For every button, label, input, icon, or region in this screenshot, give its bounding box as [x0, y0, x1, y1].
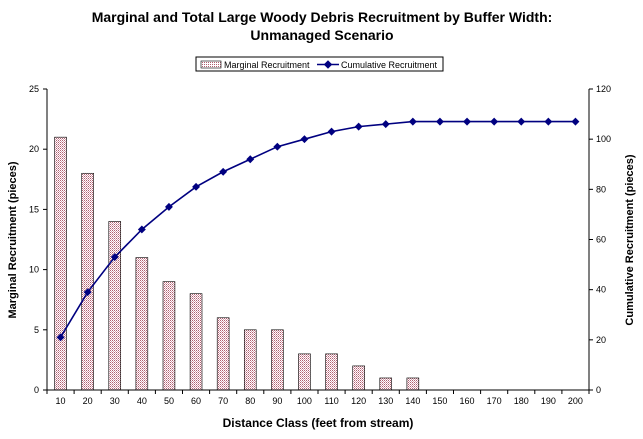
cumulative-line	[59, 120, 576, 338]
bar	[108, 221, 122, 391]
cumulative-point	[192, 182, 201, 191]
bar	[162, 281, 176, 391]
y-tick-label: 25	[29, 84, 39, 94]
bar	[379, 377, 393, 391]
x-tick-label: 120	[351, 396, 366, 406]
y2-tick-label: 0	[596, 385, 601, 395]
x-tick-label: 160	[460, 396, 475, 406]
bar	[325, 353, 338, 391]
cumulative-point	[490, 117, 499, 126]
legend-swatch-cumulative-marker	[323, 60, 333, 69]
plot-area: 0 5 10 15 20 25 0 20 40 60 80 100 120 10 20 30 40 50 60 70 8…	[29, 84, 611, 406]
cumulative-point	[164, 202, 173, 211]
y2-tick-label: 100	[596, 134, 611, 144]
x-tick-label: 110	[324, 396, 338, 406]
y-tick-label: 5	[34, 325, 39, 335]
x-tick-label: 70	[218, 396, 228, 406]
x-tick-label: 200	[568, 396, 583, 406]
x-tick-label: 50	[164, 396, 174, 406]
y-axis-title: Marginal Recruitment (pieces)	[7, 161, 19, 318]
bar	[54, 136, 67, 391]
x-tick-label: 150	[432, 396, 447, 406]
cumulative-point	[571, 117, 580, 126]
x-tick-label: 30	[110, 396, 120, 406]
cumulative-point	[354, 122, 363, 131]
cumulative-point	[219, 167, 228, 176]
bar	[271, 329, 284, 391]
cumulative-point	[517, 117, 526, 126]
legend-swatch-marginal	[200, 60, 222, 69]
x-tick-label: 40	[137, 396, 147, 406]
cumulative-point	[246, 155, 255, 164]
cumulative-point	[435, 117, 444, 126]
x-tick-label: 10	[56, 396, 66, 406]
x-tick-label: 100	[297, 396, 312, 406]
chart-title-line-2: Unmanaged Scenario	[250, 27, 393, 43]
y2-tick-label: 20	[596, 335, 606, 345]
x-tick-label: 60	[191, 396, 201, 406]
bar	[189, 293, 203, 391]
bar	[81, 172, 94, 391]
bar	[243, 329, 257, 391]
bar	[406, 377, 420, 391]
y-tick-label: 0	[34, 385, 39, 395]
x-tick-label: 140	[405, 396, 420, 406]
x-axis-title: Distance Class (feet from stream)	[223, 416, 414, 430]
cumulative-point	[381, 120, 390, 129]
cumulative-point	[463, 117, 472, 126]
cumulative-point	[327, 127, 336, 136]
chart-title-line-1: Marginal and Total Large Woody Debris Re…	[92, 9, 553, 25]
bar	[298, 353, 311, 391]
y-tick-label: 20	[29, 144, 39, 154]
cumulative-point	[300, 135, 309, 144]
cumulative-point	[544, 117, 553, 126]
y2-tick-label: 40	[596, 285, 606, 295]
bar	[135, 257, 149, 391]
x-tick-label: 90	[272, 396, 282, 406]
y2-tick-label: 60	[596, 235, 606, 245]
y-tick-label: 15	[29, 204, 39, 214]
bar	[216, 317, 230, 391]
x-tick-label: 80	[245, 396, 255, 406]
x-tick-label: 180	[514, 396, 529, 406]
y-tick-label: 10	[29, 265, 39, 275]
y2-tick-label: 120	[596, 84, 611, 94]
cumulative-point	[408, 117, 417, 126]
x-tick-label: 20	[83, 396, 93, 406]
y2-axis-title: Cumulative Recruitment (pieces)	[624, 154, 636, 325]
bar	[352, 365, 365, 391]
legend: Marginal Recruitment Cumulative Recruitm…	[195, 56, 444, 72]
x-tick-label: 190	[541, 396, 556, 406]
cumulative-point	[273, 142, 282, 151]
legend-label-cumulative: Cumulative Recruitment	[341, 60, 438, 70]
x-tick-label: 130	[378, 396, 393, 406]
x-tick-label: 170	[487, 396, 502, 406]
legend-label-marginal: Marginal Recruitment	[224, 60, 310, 70]
y2-tick-label: 80	[596, 184, 606, 194]
cumulative-point	[137, 225, 146, 234]
